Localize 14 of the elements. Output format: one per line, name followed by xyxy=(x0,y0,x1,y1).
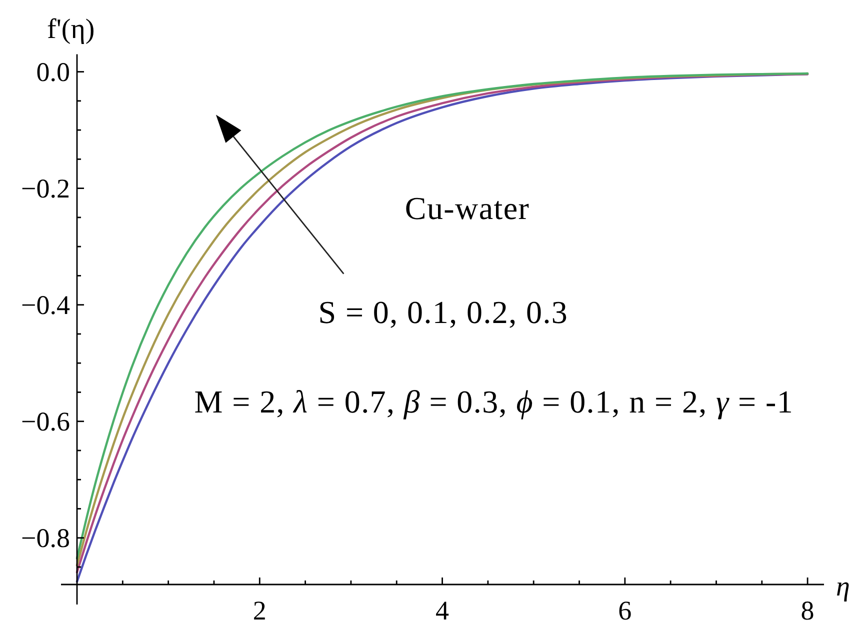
y-axis-title: f'(η) xyxy=(47,14,95,45)
text: M = 2, λ = 0.7, β = 0.3, ϕ = 0.1, n = 2, γ = -1 xyxy=(194,384,794,420)
x-axis-title: η xyxy=(836,572,850,602)
y-tick-label: −0.2 xyxy=(21,173,70,204)
y-tick-label: 0.0 xyxy=(36,56,70,87)
x-tick-label: 6 xyxy=(618,596,632,626)
x-tick-label: 8 xyxy=(800,596,814,626)
y-tick-label: −0.4 xyxy=(21,290,70,320)
x-tick-label: 2 xyxy=(252,596,266,626)
annotation: S = 0, 0.1, 0.2, 0.3 xyxy=(318,294,568,330)
annotation: Cu-water xyxy=(404,190,530,226)
x-tick-label: 4 xyxy=(436,596,450,626)
y-tick-label: −0.8 xyxy=(21,522,70,553)
y-tick-label: −0.6 xyxy=(21,406,70,436)
